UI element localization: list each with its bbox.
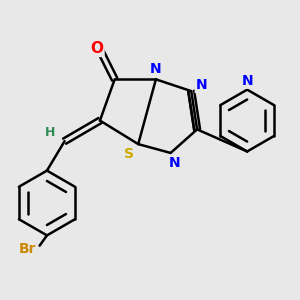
- Text: N: N: [196, 78, 207, 92]
- Text: S: S: [124, 147, 134, 161]
- Text: N: N: [242, 74, 253, 88]
- Text: N: N: [150, 62, 162, 76]
- Text: O: O: [91, 41, 103, 56]
- Text: Br: Br: [19, 242, 37, 256]
- Text: H: H: [45, 126, 55, 139]
- Text: N: N: [169, 156, 181, 170]
